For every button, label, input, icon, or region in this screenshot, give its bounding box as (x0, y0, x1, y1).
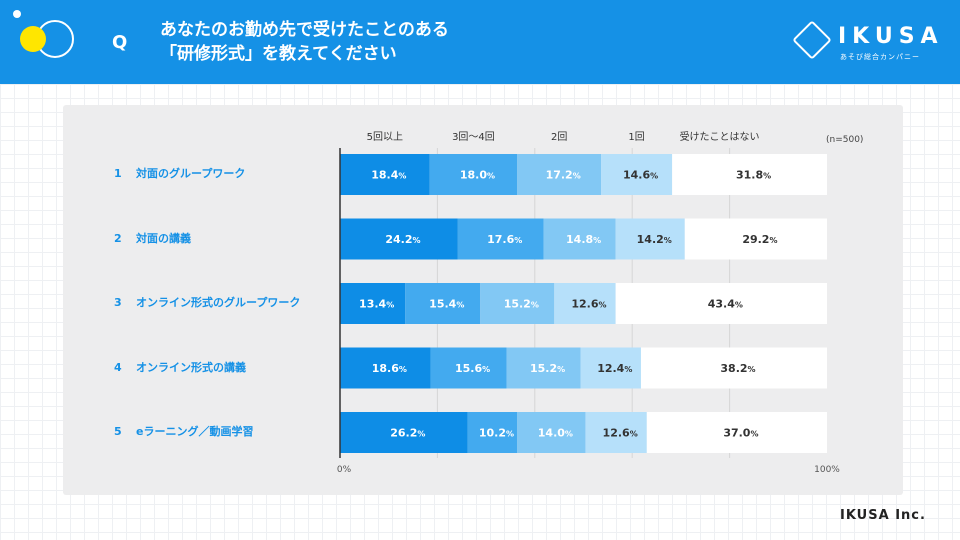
bar-segment (429, 154, 518, 195)
bar-segment (467, 412, 518, 453)
deco-yellow-dot-icon (20, 26, 46, 52)
data-label: 18.0% (460, 169, 495, 182)
category-name: 対面のグループワーク (136, 167, 246, 180)
data-label: 43.4% (708, 298, 743, 311)
category-name: 対面の講義 (136, 231, 191, 245)
category-name: オンライン形式の講義 (136, 360, 246, 374)
category-label: 4 オンライン形式の講義 (114, 359, 246, 375)
bar-segment (340, 154, 430, 195)
legend-item: 3回〜4回 (452, 132, 495, 143)
footer-brand: IKUSA Inc. (840, 508, 926, 523)
data-label: 14.8% (566, 233, 601, 246)
data-label: 18.6% (372, 362, 407, 375)
category-number: 2 (114, 231, 122, 245)
x-tick-label-min: 0% (336, 465, 352, 475)
bar-segment (517, 412, 586, 453)
category-label: 5 eラーニング／動画学習 (114, 423, 253, 439)
data-label: 14.2% (637, 233, 672, 246)
data-label: 18.4% (371, 169, 406, 182)
data-label: 17.2% (546, 169, 581, 182)
legend-item: 1回 (628, 132, 645, 143)
category-number: 3 (114, 296, 122, 309)
question-marker: Q (112, 32, 128, 53)
data-label: 10.2% (479, 427, 514, 440)
category-name: eラーニング／動画学習 (136, 425, 254, 438)
data-label: 13.4% (359, 298, 394, 311)
ikusa-logo: IKUSA あそび総合カンパニー (790, 20, 940, 66)
bar-segment (554, 283, 616, 324)
data-label: 24.2% (385, 233, 420, 246)
data-label: 14.6% (623, 169, 658, 182)
data-label: 12.4% (597, 362, 632, 375)
bar-segment (615, 283, 827, 324)
data-label: 15.6% (455, 362, 490, 375)
logo-tagline: あそび総合カンパニー (840, 53, 920, 61)
question-text: あなたのお勤め先で受けたことのある 「研修形式」を教えてください (160, 18, 449, 66)
category-number: 4 (114, 360, 122, 374)
category-label: 2 対面の講義 (114, 230, 191, 246)
bar-segment (684, 218, 827, 260)
category-name: オンライン形式のグループワーク (136, 296, 301, 309)
bar-segment (480, 283, 555, 324)
bar-segment (646, 412, 827, 453)
bar-segment (517, 154, 602, 195)
bar-segment (543, 218, 616, 260)
deco-white-dot-icon (13, 10, 21, 18)
data-label: 26.2% (390, 427, 425, 440)
legend-item: 5回以上 (366, 132, 403, 143)
data-label: 37.0% (723, 427, 758, 440)
data-label: 38.2% (720, 362, 755, 375)
category-label: 3 オンライン形式のグループワーク (114, 294, 300, 310)
bar-segment (340, 347, 431, 389)
bar-segment (585, 412, 647, 453)
data-label: 12.6% (603, 427, 638, 440)
legend-item: 受けたことはない (679, 132, 760, 143)
data-label: 15.4% (429, 298, 464, 311)
data-label: 31.8% (736, 169, 771, 182)
header-banner: Q あなたのお勤め先で受けたことのある 「研修形式」を教えてください IKUSA… (0, 0, 960, 84)
bar-segment (506, 347, 581, 389)
logo-wordmark: IKUSA (838, 24, 944, 49)
x-tick-label-max: 100% (814, 465, 840, 475)
legend-item: 2回 (550, 132, 568, 143)
category-label: 1 対面のグループワーク (114, 165, 245, 181)
bar-segment (640, 347, 827, 389)
bar-segment (601, 154, 673, 195)
bar-segment (672, 154, 827, 195)
question-line-1: あなたのお勤め先で受けたことのある (160, 20, 449, 40)
data-label: 15.2% (530, 362, 565, 375)
bar-segment (405, 283, 481, 324)
data-label: 17.6% (487, 233, 522, 246)
sample-size-note: (n=500) (826, 135, 864, 145)
data-label: 12.6% (571, 298, 606, 311)
data-label: 29.2% (742, 233, 777, 246)
question-line-2: 「研修形式」を教えてください (160, 44, 397, 64)
bar-segment (430, 347, 507, 389)
bar-segment (340, 218, 458, 260)
data-label: 14.0% (538, 427, 573, 440)
bar-segment (615, 218, 685, 260)
data-label: 15.2% (504, 298, 539, 311)
bar-segment (340, 412, 468, 453)
category-number: 5 (114, 425, 122, 438)
category-number: 1 (114, 167, 122, 180)
bar-segment (457, 218, 544, 260)
bar-segment (340, 283, 406, 324)
bar-segment (580, 347, 641, 389)
